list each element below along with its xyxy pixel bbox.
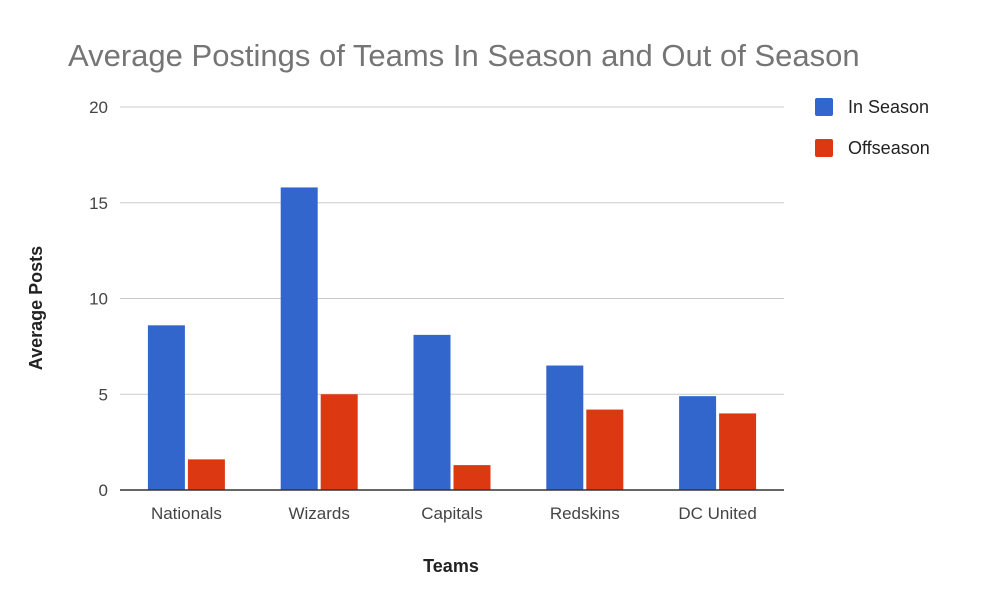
x-tick-label: Redskins (550, 504, 620, 523)
y-tick-label: 5 (99, 385, 108, 404)
bar-in-season-wizards (280, 187, 318, 490)
bar-offseason-wizards (320, 394, 358, 490)
x-tick-label: Capitals (421, 504, 482, 523)
bar-in-season-redskins (546, 365, 584, 490)
bar-in-season-dc-united (679, 396, 717, 490)
bar-offseason-dc-united (719, 413, 757, 490)
bar-in-season-capitals (413, 334, 451, 490)
legend-label: In Season (848, 97, 929, 117)
y-tick-label: 20 (89, 98, 108, 117)
y-tick-label: 0 (99, 481, 108, 500)
bar-in-season-nationals (147, 325, 185, 490)
legend-swatch (815, 139, 833, 157)
bar-offseason-capitals (453, 465, 491, 490)
y-tick-label: 10 (89, 290, 108, 309)
x-tick-label: Nationals (151, 504, 222, 523)
gridlines (120, 106, 784, 395)
bar-offseason-redskins (586, 409, 624, 490)
legend: In Season Offseason (815, 97, 930, 158)
chart-title: Average Postings of Teams In Season and … (68, 38, 860, 73)
x-axis-ticks: Nationals Wizards Capitals Redskins DC Unite… (151, 504, 757, 523)
y-tick-label: 15 (89, 194, 108, 213)
bars (147, 187, 757, 490)
x-tick-label: DC United (678, 504, 756, 523)
x-tick-label: Wizards (288, 504, 349, 523)
y-axis-title: Average Posts (26, 246, 46, 370)
y-axis-ticks: 0 5 10 15 20 (89, 98, 108, 500)
legend-swatch (815, 98, 833, 116)
legend-label: Offseason (848, 138, 930, 158)
bar-offseason-nationals (187, 459, 225, 490)
x-axis-title: Teams (423, 556, 479, 576)
